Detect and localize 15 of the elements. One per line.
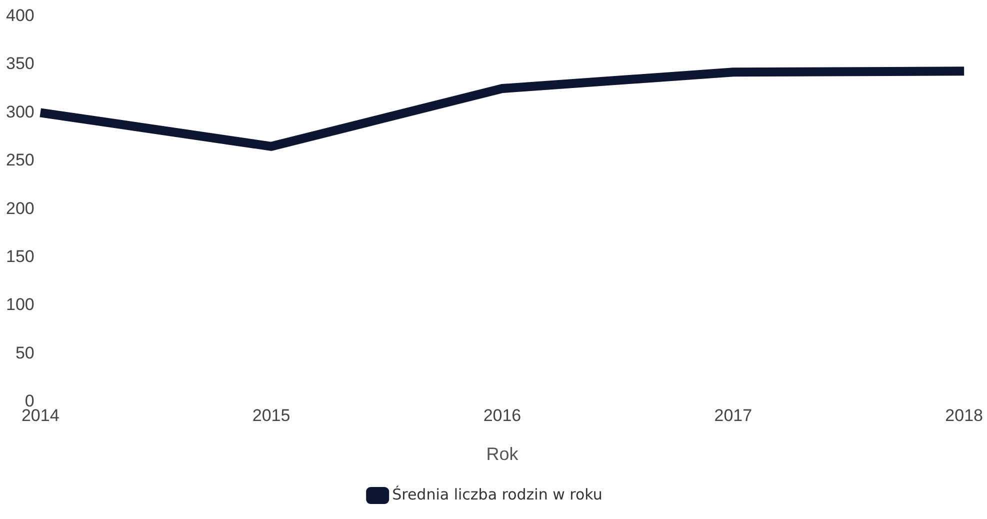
y-tick-label: 100: [6, 295, 34, 314]
x-axis-title: Rok: [486, 444, 520, 464]
y-tick-label: 350: [6, 54, 34, 74]
x-tick-label: 2018: [945, 406, 984, 425]
x-tick-label: 2017: [714, 406, 752, 425]
y-tick-label: 50: [15, 343, 34, 362]
y-tick-label: 150: [6, 247, 34, 266]
x-tick-label: 2014: [21, 406, 60, 425]
y-tick-label: 250: [6, 150, 34, 170]
y-tick-label: 300: [6, 102, 34, 122]
x-tick-label: 2016: [483, 406, 522, 425]
y-tick-label: 200: [6, 198, 34, 218]
y-tick-label: 400: [6, 6, 34, 25]
x-tick-label: 2015: [252, 406, 290, 425]
legend-label: Średnia liczba rodzin w roku: [392, 485, 602, 504]
